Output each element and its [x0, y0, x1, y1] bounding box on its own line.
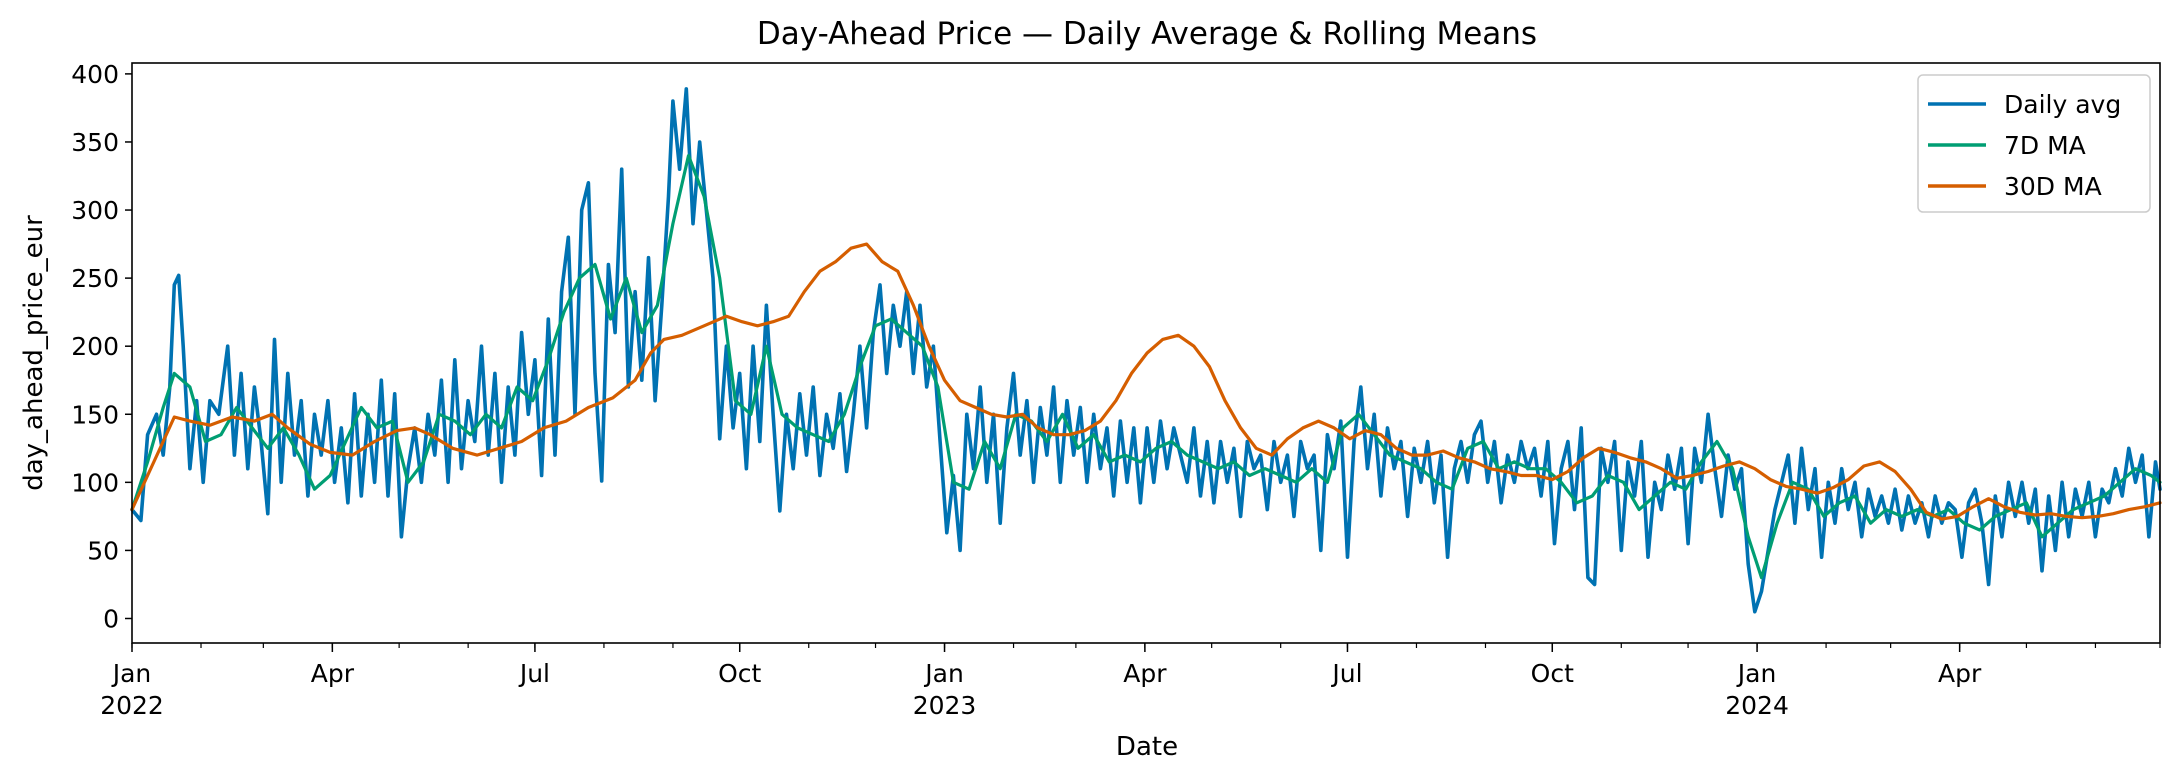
x-axis: Jan 2022 Apr Jul Oct Jan 2023 Apr Jul Oct Jan 2024 A…: [100, 643, 2161, 720]
y-tick-label: 300: [71, 196, 119, 225]
legend-box: [1917, 74, 2151, 213]
y-tick-label: 350: [71, 128, 119, 157]
x-tick-label: Apr: [311, 659, 355, 688]
y-tick-label: 400: [71, 60, 119, 89]
y-axis-title: day_ahead_price_eur: [19, 215, 49, 491]
y-tick-label: 100: [71, 468, 119, 497]
y-tick-label: 50: [87, 536, 119, 565]
legend-label: 7D MA: [2004, 131, 2086, 160]
legend: Daily avg 7D MA 30D MA: [1917, 74, 2151, 213]
x-tick-label: Jan: [1736, 659, 1777, 688]
x-tick-label: Jul: [1330, 659, 1362, 688]
series-line-1: [130, 87, 2162, 614]
x-tick-label: Jan: [923, 659, 964, 688]
x-tick-label: Jul: [518, 659, 550, 688]
x-tick-label: Oct: [1531, 659, 1574, 688]
x-tick-year-label: 2024: [1725, 691, 1789, 720]
series-line-3: [130, 242, 2162, 521]
x-tick-label: Apr: [1123, 659, 1167, 688]
legend-label: Daily avg: [2004, 90, 2121, 119]
y-tick-label: 0: [103, 604, 119, 633]
plot-frame: [131, 62, 2161, 644]
chart-title: Day-Ahead Price — Daily Average & Rollin…: [757, 16, 1537, 52]
x-tick-year-label: 2023: [913, 691, 977, 720]
series-line-2: [130, 154, 2162, 580]
y-tick-label: 250: [71, 264, 119, 293]
legend-label: 30D MA: [2004, 172, 2102, 201]
y-tick-label: 200: [71, 332, 119, 361]
y-tick-label: 150: [71, 400, 119, 429]
x-tick-year-label: 2022: [100, 691, 164, 720]
series-layer: [130, 87, 2162, 614]
x-tick-label: Jan: [111, 659, 152, 688]
x-tick-label: Oct: [718, 659, 761, 688]
x-axis-title: Date: [1116, 732, 1178, 762]
y-axis: 0 50 100 150 200 250 300 350 400: [71, 60, 132, 633]
x-tick-label: Apr: [1938, 659, 1982, 688]
